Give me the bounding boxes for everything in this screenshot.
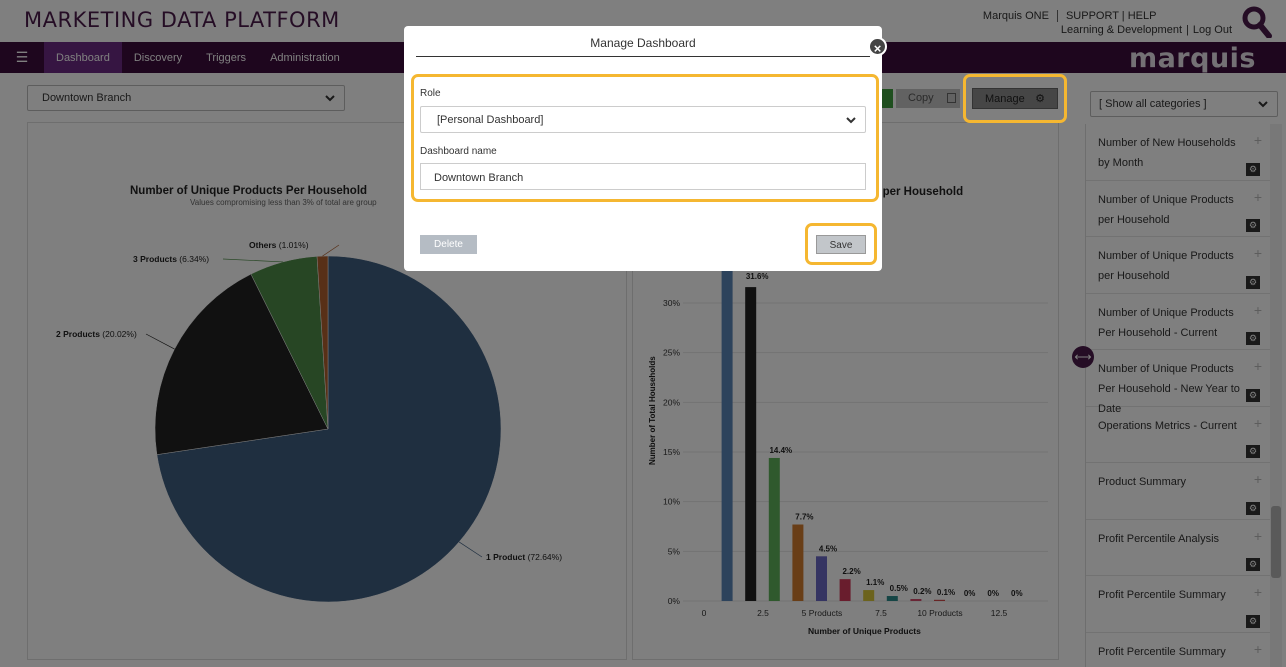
highlight-box (411, 74, 879, 202)
highlight-box (805, 223, 877, 265)
role-select[interactable]: [Personal Dashboard] (420, 106, 866, 133)
close-icon[interactable]: × (868, 37, 887, 56)
dashboard-name-input[interactable]: Downtown Branch (420, 163, 866, 190)
save-button[interactable]: Save (816, 235, 866, 254)
modal-title: Manage Dashboard (416, 36, 870, 57)
role-label: Role (420, 88, 441, 99)
manage-dashboard-modal: Manage Dashboard (404, 26, 882, 271)
chevron-down-icon (846, 117, 856, 124)
role-select-value: [Personal Dashboard] (437, 114, 544, 126)
delete-button[interactable]: Delete (420, 235, 477, 254)
dashboard-name-label: Dashboard name (420, 146, 497, 157)
highlight-box (963, 74, 1067, 123)
